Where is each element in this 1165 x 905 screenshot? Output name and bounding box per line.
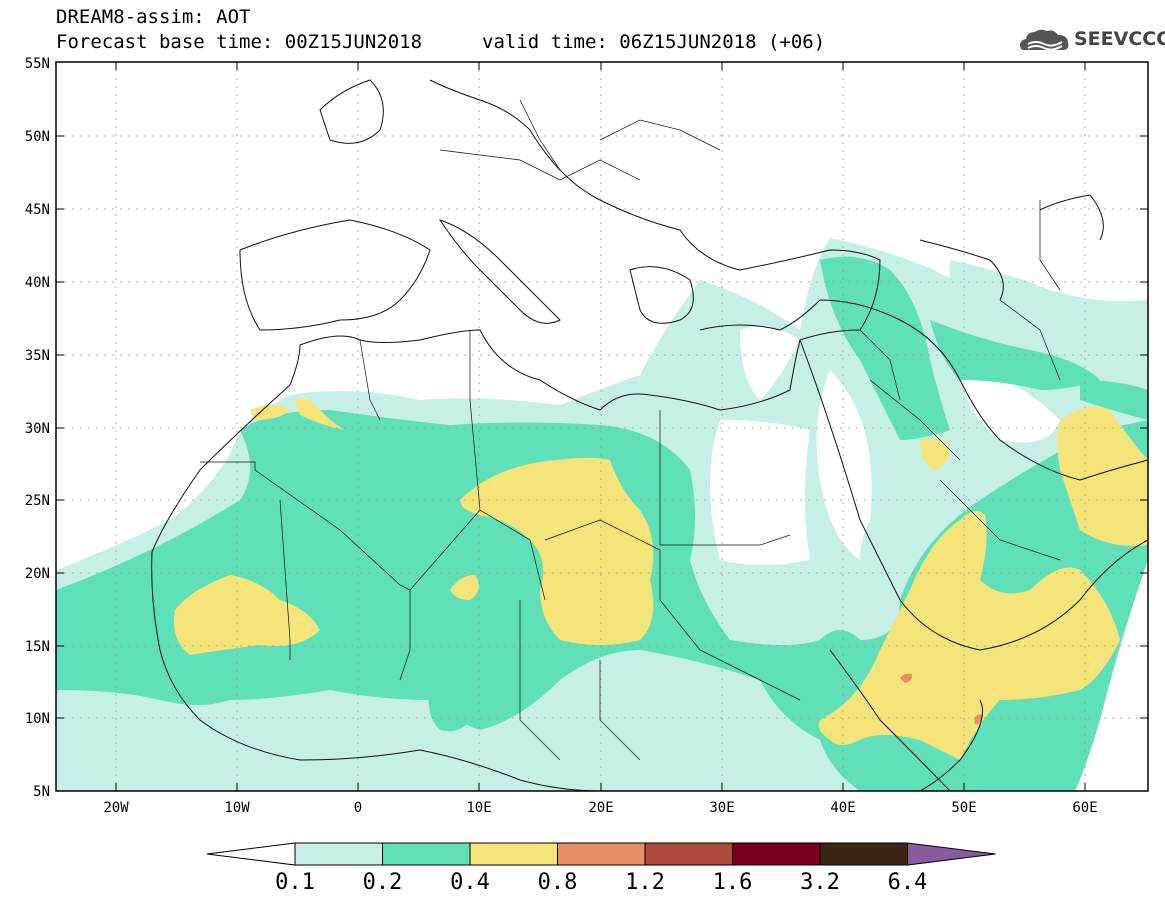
aot-fields <box>56 62 1148 791</box>
borders <box>200 99 1061 761</box>
lat-label: 55N <box>25 56 50 72</box>
colorbar-swatch <box>557 842 646 866</box>
colorbar-swatch <box>819 842 908 866</box>
lon-label: 20E <box>588 800 613 816</box>
colorbar-lower-arrow <box>206 842 296 866</box>
lat-label: 10N <box>25 711 50 727</box>
map-frame <box>55 61 1149 792</box>
colorbar-upper-arrow <box>907 842 996 866</box>
lon-label: 0 <box>354 800 362 816</box>
lat-label: 25N <box>25 493 50 509</box>
colorbar-swatch <box>294 842 383 866</box>
colorbar-label: 3.2 <box>800 870 840 895</box>
lat-label: 5N <box>33 784 50 800</box>
lon-label: 50E <box>951 800 976 816</box>
lat-label: 45N <box>25 202 50 218</box>
lon-label: 10E <box>466 800 491 816</box>
logo-text: SEEVCCC <box>1074 28 1165 50</box>
lon-label: 20W <box>103 800 129 816</box>
valid-time: valid time: 06Z15JUN2018 (+06) <box>482 31 826 53</box>
lat-label: 20N <box>25 566 50 582</box>
colorbar-label: 0.8 <box>537 870 578 895</box>
colorbar-swatch <box>469 842 558 866</box>
lat-label: 15N <box>25 639 50 655</box>
product-title: DREAM8-assim: AOT <box>56 6 251 28</box>
colorbar-label: 1.2 <box>625 870 665 895</box>
colorbar-label: 0.1 <box>275 870 315 895</box>
lat-labels: 55N 50N 45N 40N 35N 30N 25N 20N 15N 10N … <box>25 56 50 800</box>
lon-label: 30E <box>709 800 734 816</box>
colorbar-swatch <box>732 842 821 866</box>
colorbar-label: 0.4 <box>450 870 490 895</box>
grid-lines <box>56 62 1148 791</box>
lat-label: 50N <box>25 129 50 145</box>
colorbar-swatch <box>382 842 471 866</box>
cloud-icon <box>1020 29 1069 51</box>
colorbar-label: 1.6 <box>712 870 753 895</box>
colorbar-label: 0.2 <box>362 870 403 895</box>
colorbar-swatch <box>644 842 733 866</box>
colorbar <box>206 842 996 866</box>
aot-band-0.8 <box>900 673 983 725</box>
aot-band-0.4 <box>174 398 1148 760</box>
lat-label: 35N <box>25 348 50 364</box>
forecast-base-time: Forecast base time: 00Z15JUN2018 <box>56 31 423 53</box>
lon-label: 40E <box>830 800 855 816</box>
lon-label: 10W <box>224 800 250 816</box>
axis-ticks <box>56 62 1148 791</box>
coastlines <box>151 79 1148 791</box>
lat-label: 30N <box>25 421 50 437</box>
lon-label: 60E <box>1072 800 1097 816</box>
colorbar-label: 6.4 <box>887 870 928 895</box>
aot-clear-east <box>1075 560 1148 791</box>
lon-labels: 20W 10W 0 10E 20E 30E 40E 50E 60E <box>103 800 1097 816</box>
lat-label: 40N <box>25 275 50 291</box>
